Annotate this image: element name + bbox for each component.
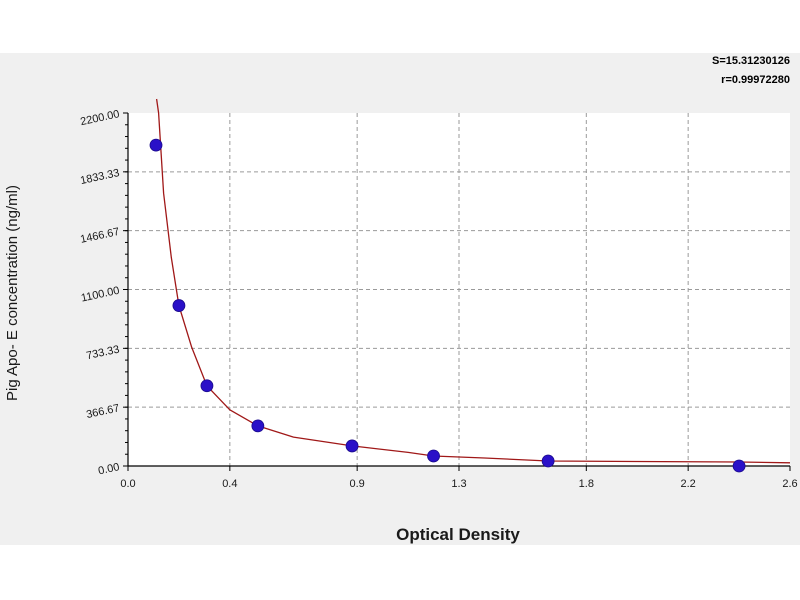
data-point [732, 459, 746, 473]
data-point [200, 379, 214, 393]
x-tick-label: 1.3 [451, 478, 466, 490]
data-point [172, 299, 186, 312]
fit-curve-layer [155, 98, 791, 464]
y-tick-label: 366.67 [85, 402, 120, 421]
y-tick-label: 1100.00 [80, 285, 121, 305]
s-statistic: S=15.31230126 [712, 55, 790, 67]
fit-curve [155, 98, 791, 464]
y-tick-label: 1466.67 [79, 226, 120, 246]
x-tick-label: 0.9 [350, 478, 365, 490]
y-tick-label: 0.00 [97, 461, 120, 477]
grid [128, 113, 790, 466]
data-point [251, 419, 265, 433]
data-point [427, 449, 440, 463]
y-tick-label: 733.33 [85, 344, 120, 363]
x-tick-label: 0.0 [120, 478, 135, 490]
r-statistic: r=0.99972280 [721, 74, 790, 86]
chart-panel: 0.0 0.4 0.9 1.3 1.8 2.2 2.6 0.00 366.67 733.33 11… [0, 53, 800, 545]
x-tick-label: 2.6 [782, 478, 797, 490]
y-tick-label: 2200.00 [79, 108, 120, 128]
data-points [149, 138, 746, 473]
data-point [149, 138, 163, 152]
y-tick-labels: 0.00 366.67 733.33 1100.00 1466.67 1833.33 220… [79, 108, 120, 477]
x-tick-label: 0.4 [222, 478, 237, 490]
x-axis-label: Optical Density [396, 525, 520, 544]
data-point [345, 439, 359, 453]
y-axis-label: Pig Apo- E concentration (ng/ml) [4, 185, 21, 401]
x-tick-labels: 0.0 0.4 0.9 1.3 1.8 2.2 2.6 [120, 478, 797, 490]
axes [123, 112, 791, 471]
data-point [541, 454, 555, 468]
y-tick-label: 1833.33 [79, 167, 120, 187]
x-tick-label: 2.2 [681, 478, 696, 490]
x-tick-label: 1.8 [579, 478, 594, 490]
chart: 0.0 0.4 0.9 1.3 1.8 2.2 2.6 0.00 366.67 733.33 11… [4, 98, 798, 544]
